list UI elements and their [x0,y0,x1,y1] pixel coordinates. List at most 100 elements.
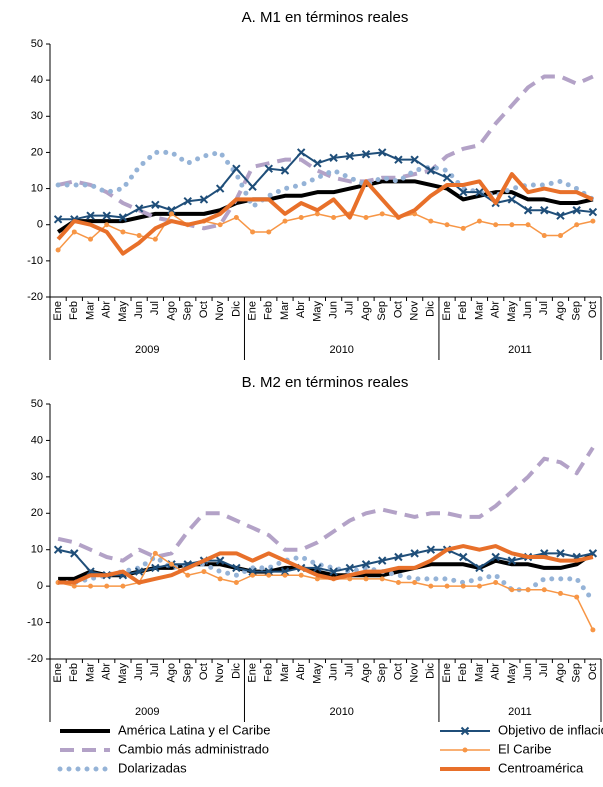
x-group-label: 2011 [508,344,532,356]
x-group-label: 2010 [329,344,353,356]
marker [217,576,223,582]
marker [152,550,158,556]
x-tick-label: Dic [230,301,242,317]
marker [557,233,563,239]
marker [102,211,111,220]
x-tick-label: Abr [490,663,502,680]
x-tick-label: Feb [263,663,275,682]
marker [232,164,241,173]
marker [426,545,436,554]
series-line [57,548,594,577]
x-tick-label: Nov [214,301,226,321]
x-tick-label: Ago [165,301,177,321]
marker [248,567,257,576]
marker [313,159,322,168]
x-tick-label: Jun [522,663,534,681]
x-tick-label: Jul [538,301,550,315]
x-tick-label: Abr [295,663,307,680]
marker [394,155,403,164]
x-tick-label: Jun [522,301,534,319]
marker [280,166,290,175]
marker [557,590,563,596]
x-group-label: 2009 [135,344,159,356]
marker [250,572,256,578]
marker [347,576,353,582]
marker [493,222,499,228]
x-tick-label: Oct [392,301,404,318]
x-tick-label: Sep [571,301,583,321]
marker [266,572,272,578]
x-tick-label: Feb [263,301,275,320]
x-tick-label: Mar [84,663,96,682]
y-tick-label: 20 [31,507,43,519]
marker [266,229,272,235]
x-tick-label: Oct [587,301,599,318]
legend-label: Objetivo de inflación [498,722,603,737]
marker [298,214,304,220]
y-tick-label: 0 [37,219,43,231]
x-tick-label: May [311,663,323,684]
marker [509,222,515,228]
x-tick-label: Abr [490,301,502,318]
marker [53,215,63,224]
x-tick-label: Ene [441,663,453,683]
x-tick-label: Jul [344,301,356,315]
marker [185,572,191,578]
x-tick-label: Oct [587,663,599,680]
x-tick-label: Ene [52,663,64,683]
marker [476,218,482,224]
marker [88,583,94,589]
marker [459,187,468,197]
marker [314,211,320,217]
marker [215,556,225,565]
series-line [57,446,595,563]
marker [71,583,77,589]
marker [232,563,241,573]
x-tick-label: Oct [198,663,210,680]
y-tick-label: 10 [31,544,43,556]
marker [572,206,581,215]
marker [118,213,128,222]
x-tick-label: Jun [328,301,340,319]
marker [331,214,337,220]
legend-label: Centroamérica [498,760,584,775]
marker [264,164,273,173]
marker [590,627,596,633]
marker [169,561,175,567]
y-tick-label: 40 [31,74,43,86]
marker [134,204,144,213]
y-tick-label: 20 [31,146,43,158]
y-tick-label: 50 [31,398,43,410]
legend-marker [460,726,470,736]
x-tick-label: Ago [554,663,566,683]
x-group-label: 2009 [135,706,159,718]
x-tick-label: Ago [165,663,177,683]
marker [104,583,110,589]
x-tick-label: Mar [279,663,291,682]
x-tick-label: Jul [149,301,161,315]
marker [151,563,160,573]
x-tick-label: Sep [571,663,583,683]
marker [250,229,256,235]
marker [525,222,531,228]
x-tick-label: Ene [246,301,258,321]
marker [152,236,158,242]
y-tick-label: 0 [37,580,43,592]
x-tick-label: Mar [84,301,96,320]
marker [379,211,385,217]
marker [280,567,290,576]
marker [491,552,500,562]
y-tick-label: -10 [27,616,43,628]
marker [540,206,549,215]
marker [345,151,355,161]
x-tick-label: Feb [68,663,80,682]
series-line [58,544,594,585]
x-tick-label: Oct [392,663,404,680]
x-tick-label: Jul [538,663,550,677]
marker [410,155,419,164]
marker [55,247,61,253]
marker [412,580,418,585]
x-group-label: 2010 [329,706,353,718]
x-tick-label: Dic [230,663,242,679]
